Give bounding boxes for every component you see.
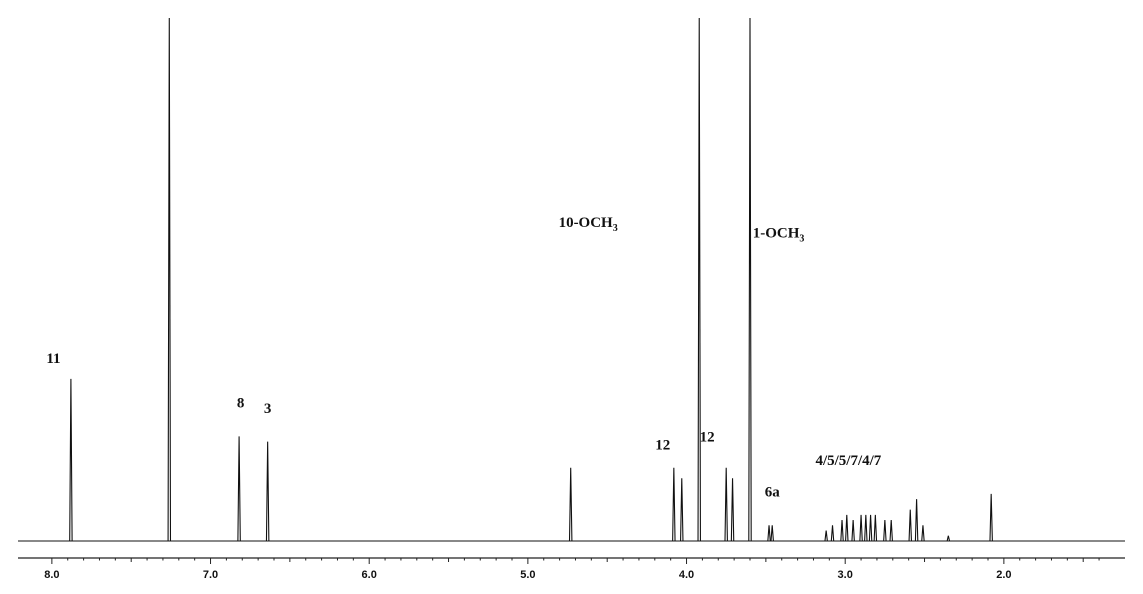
peak-label-text: 8 — [237, 396, 245, 412]
spectrum-peak — [859, 514, 863, 542]
x-axis: 8.0 7.0 6.0 5.0 4.0 3.0 2.0 — [18, 557, 1125, 581]
peak-label: 12 — [700, 430, 715, 446]
peak-label-subscript: 3 — [613, 223, 618, 234]
peak-label: 10-OCH3 — [559, 215, 618, 234]
spectrum-peak — [989, 493, 993, 542]
x-tick-label: 2.0 — [996, 569, 1011, 581]
peak-label: 6a — [765, 485, 781, 501]
spectrum-peak — [265, 441, 270, 542]
spectrum-peak — [908, 509, 913, 542]
spectrum-peak — [889, 520, 893, 542]
spectrum-peak — [237, 436, 241, 542]
peak-label: 4/5/5/7/4/7 — [815, 453, 881, 469]
spectrum-peak — [864, 514, 868, 542]
spectrum-peak — [748, 17, 752, 542]
peak-label-subscript: 3 — [799, 234, 804, 245]
spectrum-trace — [18, 17, 1125, 542]
spectrum-peak — [883, 520, 887, 542]
x-tick-label: 6.0 — [362, 569, 377, 581]
spectrum-peak — [680, 478, 684, 542]
peak-label-text: 12 — [700, 430, 715, 446]
spectrum-peak — [845, 514, 849, 542]
spectrum-peak — [868, 514, 873, 542]
spectrum-peak — [824, 530, 828, 542]
peak-label-text: 10-OCH — [559, 215, 613, 231]
spectrum-peak — [730, 478, 735, 542]
peak-label-text: 3 — [264, 401, 272, 417]
peak-label: 8 — [237, 396, 245, 412]
peak-label-text: 11 — [46, 351, 60, 367]
peak-label: 11 — [46, 351, 60, 367]
peak-label: 3 — [264, 401, 272, 417]
spectrum-peak — [873, 514, 878, 542]
spectrum-peak — [921, 525, 925, 542]
peak-label-text: 12 — [655, 437, 670, 453]
spectrum-peak — [946, 535, 951, 542]
spectrum-peak — [724, 467, 728, 542]
spectrum-peak — [851, 520, 855, 542]
spectrum-peak — [914, 499, 919, 542]
peak-label-text: 4/5/5/7/4/7 — [815, 453, 881, 469]
spectrum-peak — [167, 17, 172, 542]
peak-label: 12 — [655, 437, 670, 453]
x-tick-label: 3.0 — [838, 569, 853, 581]
x-tick-label: 8.0 — [44, 569, 59, 581]
spectrum-peak — [69, 378, 73, 542]
spectrum-peak — [672, 467, 676, 542]
spectrum-peak — [697, 17, 701, 542]
peak-label-text: 1-OCH — [753, 226, 800, 242]
peak-label-text: 6a — [765, 485, 781, 501]
spectrum-peak — [568, 467, 573, 542]
x-tick-label: 5.0 — [520, 569, 535, 581]
spectrum-peak — [767, 525, 771, 542]
spectrum-peak — [770, 525, 774, 542]
spectrum-peak — [840, 520, 844, 542]
x-tick-label: 7.0 — [203, 569, 218, 581]
peak-label: 1-OCH3 — [753, 226, 805, 245]
x-tick-label: 4.0 — [679, 569, 694, 581]
spectrum-peak — [830, 525, 835, 542]
